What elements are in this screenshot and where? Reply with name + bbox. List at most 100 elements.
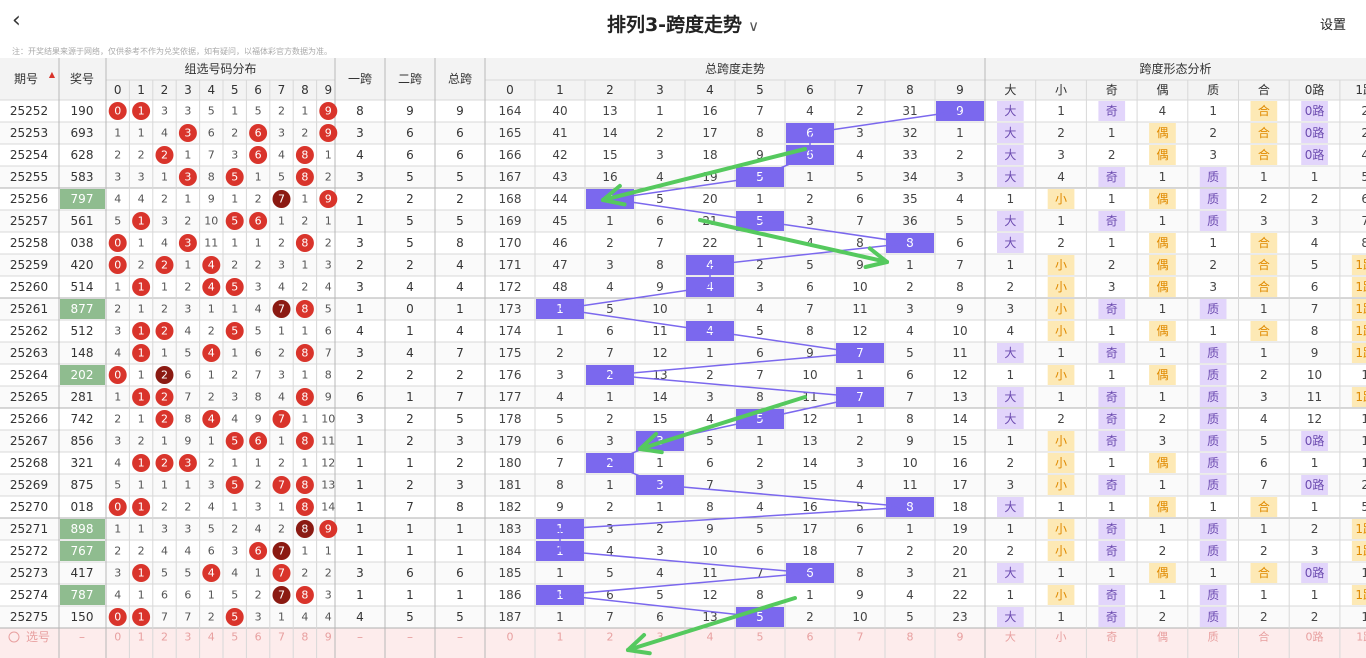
missing-count: 2 — [208, 391, 215, 404]
footer-digit[interactable]: 2 — [161, 631, 168, 644]
span2-value: 2 — [406, 192, 414, 206]
missing-count: 3 — [138, 171, 145, 184]
footer-trend-digit[interactable]: 1 — [557, 631, 564, 644]
form-hit-cell — [1047, 585, 1075, 605]
sort-icon[interactable]: ▲ — [49, 70, 56, 79]
missing-count: 9 — [184, 435, 191, 448]
footer-digit[interactable]: 1 — [138, 631, 145, 644]
span2-value: 4 — [406, 346, 414, 360]
form-hit-cell — [1351, 255, 1366, 275]
trend-missing: 40 — [552, 104, 567, 118]
missing-count: 1 — [278, 501, 285, 514]
footer-trend-digit[interactable]: 7 — [857, 631, 864, 644]
form-missing: 1 — [1057, 214, 1065, 228]
trend-missing: 5 — [806, 258, 814, 272]
trend-missing: 8 — [556, 478, 564, 492]
issue-number: 25275 — [10, 610, 48, 624]
chevron-down-icon[interactable]: ∨ — [748, 17, 760, 35]
trend-missing: 4 — [856, 478, 864, 492]
footer-trend-digit[interactable]: 8 — [907, 631, 914, 644]
page-title[interactable]: 排列3-跨度走势 ∨ — [0, 10, 1366, 37]
footer-trend-digit[interactable]: 6 — [807, 631, 814, 644]
footer-form-label[interactable]: 偶 — [1157, 631, 1168, 644]
footer-digit[interactable]: 5 — [231, 631, 238, 644]
footer-digit[interactable]: 0 — [114, 631, 121, 644]
footer-digit[interactable]: 3 — [184, 631, 191, 644]
missing-count: 5 — [255, 105, 262, 118]
form-missing: 3 — [1007, 478, 1015, 492]
footer-digit[interactable]: 6 — [255, 631, 262, 644]
form-missing: 5 — [1311, 258, 1319, 272]
back-icon[interactable]: ‹ — [12, 8, 21, 33]
missing-count: 1 — [231, 193, 238, 206]
form-hit-cell — [997, 145, 1024, 165]
form-hit-label: 质 — [1207, 588, 1219, 602]
form-missing: 2 — [1311, 192, 1319, 206]
trend-missing: 1 — [606, 390, 614, 404]
prize-highlight — [60, 585, 105, 605]
prize-number: 321 — [71, 456, 94, 470]
form-missing: 1 — [1159, 346, 1167, 360]
form-missing: 1 — [1108, 126, 1116, 140]
form-hit-label: 偶 — [1156, 236, 1168, 250]
form-missing: 2 — [1159, 544, 1167, 558]
ball-digit: 8 — [301, 391, 308, 404]
select-radio-icon[interactable] — [8, 631, 20, 643]
form-hit-label: 小 — [1055, 302, 1067, 316]
number-ball — [155, 388, 174, 406]
missing-count: 5 — [208, 105, 215, 118]
trend-missing: 7 — [756, 566, 764, 580]
form-header: 偶 — [1156, 83, 1168, 97]
footer-form-label[interactable]: 0路 — [1306, 631, 1324, 644]
footer-digit[interactable]: 8 — [301, 631, 308, 644]
form-missing: 2 — [1260, 544, 1268, 558]
footer-trend-digit[interactable]: 2 — [607, 631, 614, 644]
form-hit-label: 1路 — [1355, 389, 1366, 404]
trend-missing: 1 — [756, 434, 764, 448]
form-hit-label: 质 — [1207, 390, 1219, 404]
footer-form-label[interactable]: 1路 — [1356, 631, 1366, 644]
footer-form-label[interactable]: 奇 — [1106, 631, 1117, 644]
trend-missing: 8 — [806, 324, 814, 338]
missing-count: 3 — [161, 523, 168, 536]
settings-button[interactable]: 设置 — [1319, 18, 1346, 33]
footer-trend-digit[interactable]: 5 — [757, 631, 764, 644]
footer-form-label[interactable]: 小 — [1056, 631, 1067, 644]
issue-number: 25262 — [10, 324, 48, 338]
footer-trend-digit[interactable]: 4 — [707, 631, 714, 644]
form-missing: 3 — [1311, 544, 1319, 558]
footer-trend-digit[interactable]: 9 — [957, 631, 964, 644]
footer-form-label[interactable]: 大 — [1005, 630, 1016, 644]
form-hit-label: 小 — [1055, 456, 1067, 470]
footer-digit[interactable]: 4 — [208, 631, 215, 644]
trend-missing: 7 — [756, 368, 764, 382]
form-hit-cell — [1098, 387, 1126, 407]
footer-digit[interactable]: 9 — [325, 631, 332, 644]
ball-digit: 1 — [138, 347, 145, 360]
form-missing: 2 — [1361, 126, 1366, 140]
footer-digit[interactable]: 7 — [278, 631, 285, 644]
footer-trend-digit[interactable]: 0 — [507, 631, 514, 644]
form-hit-cell — [1149, 189, 1176, 209]
footer-form-label[interactable]: 合 — [1258, 630, 1269, 644]
issue-number: 25273 — [10, 566, 48, 580]
form-hit-label: 大 — [1004, 214, 1016, 228]
footer-form-label[interactable]: 质 — [1208, 631, 1219, 644]
trend-missing: 1 — [906, 258, 914, 272]
missing-count: 6 — [161, 589, 168, 602]
form-hit-cell — [1047, 453, 1075, 473]
issue-number: 25254 — [10, 148, 48, 162]
trend-missing: 20 — [952, 544, 967, 558]
number-ball — [155, 256, 174, 274]
total-span-value: 9 — [456, 104, 464, 118]
form-hit-label: 偶 — [1156, 566, 1168, 580]
number-ball — [155, 410, 174, 428]
missing-count: 1 — [255, 567, 262, 580]
footer-trend-digit[interactable]: 3 — [657, 631, 664, 644]
ball-digit: 8 — [301, 435, 308, 448]
ball-digit: 6 — [255, 435, 262, 448]
trend-missing: 6 — [706, 456, 714, 470]
form-hit-label: 奇 — [1106, 346, 1118, 360]
row-bg — [0, 606, 1366, 628]
